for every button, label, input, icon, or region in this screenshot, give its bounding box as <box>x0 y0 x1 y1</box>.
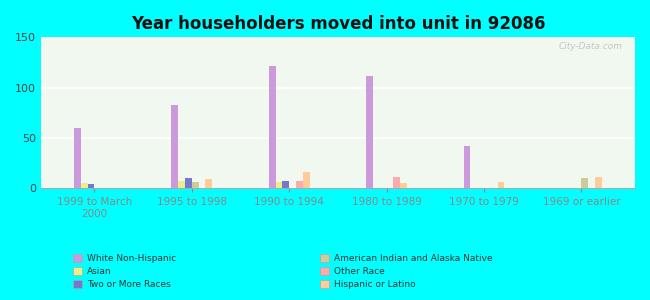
Bar <box>205 179 213 188</box>
Bar <box>595 177 602 188</box>
Bar <box>88 184 94 188</box>
Title: Year householders moved into unit in 92086: Year householders moved into unit in 920… <box>131 15 545 33</box>
Bar <box>366 76 373 188</box>
Bar <box>192 182 199 188</box>
Bar <box>81 183 88 188</box>
Text: City-Data.com: City-Data.com <box>559 42 623 51</box>
Bar <box>400 183 407 188</box>
Bar <box>498 182 504 188</box>
Legend: White Non-Hispanic, Asian, Two or More Races: White Non-Hispanic, Asian, Two or More R… <box>70 250 179 292</box>
Bar <box>393 177 400 188</box>
Bar <box>282 181 289 188</box>
Bar <box>276 182 282 188</box>
Bar <box>185 178 192 188</box>
Bar <box>296 181 303 188</box>
Bar <box>74 128 81 188</box>
Bar <box>303 172 309 188</box>
Bar <box>269 65 276 188</box>
Legend: American Indian and Alaska Native, Other Race, Hispanic or Latino: American Indian and Alaska Native, Other… <box>317 250 496 292</box>
Bar <box>582 178 588 188</box>
Bar <box>178 181 185 188</box>
Bar <box>172 105 178 188</box>
Bar <box>463 146 471 188</box>
